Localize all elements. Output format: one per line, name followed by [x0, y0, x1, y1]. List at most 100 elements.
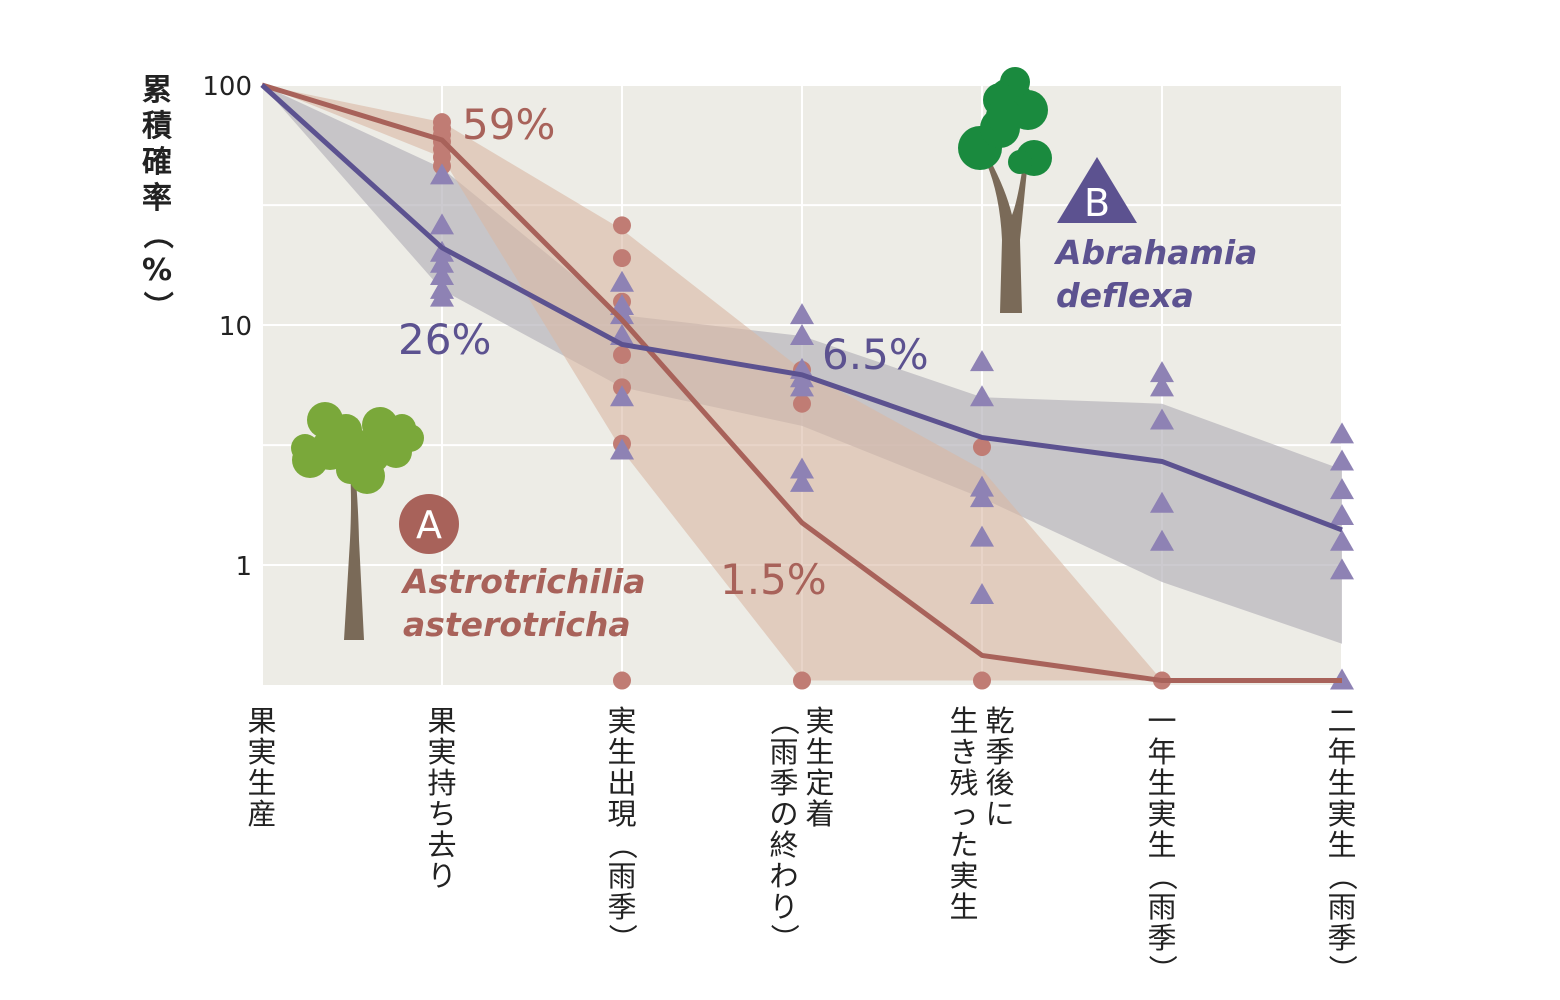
point-species-a [793, 671, 811, 690]
point-species-b [1330, 558, 1354, 580]
stage-label-char: 二 [1327, 704, 1356, 738]
annotation-59: 59% [462, 100, 555, 149]
stage-label-char: 去 [427, 828, 456, 862]
point-species-b [1150, 361, 1174, 383]
stage-label-char: ） [1145, 954, 1179, 983]
tree-b-foliage [986, 98, 1022, 134]
point-species-b [430, 213, 454, 235]
x-stage-labels: 果実生産果実持ち去り実生出現（雨季）実生定着（雨季の終わり）乾季後に生き残った実… [247, 704, 1359, 984]
stage-label-char: り [769, 890, 798, 924]
stage-label-char: 果 [247, 704, 276, 738]
point-species-b [1150, 408, 1174, 430]
point-species-b [1330, 422, 1354, 444]
stage-label-char: 乾 [985, 704, 1014, 738]
point-species-b [430, 251, 454, 273]
stage-label-char: り [427, 859, 456, 893]
species-a-name-line1: Astrotrichilia [400, 562, 646, 601]
species-a-badge: A [399, 494, 459, 554]
tree-a-foliage [291, 434, 319, 462]
point-species-a [973, 438, 991, 457]
line-species-a [261, 82, 1342, 684]
tree-icon-b [958, 67, 1052, 313]
stage-label-char: わ [769, 859, 798, 893]
stage-label-char: ） [605, 923, 639, 952]
species-a-name-line2: asterotricha [403, 605, 631, 644]
stage-label-char: 持 [427, 766, 456, 800]
y-axis-label-char: % [142, 253, 172, 288]
stage-label-char: 年 [1147, 735, 1176, 769]
point-species-b [1330, 529, 1354, 551]
point-species-b [610, 270, 634, 292]
stage-label-char: ） [1325, 954, 1359, 983]
stage-label-char: 実 [1147, 797, 1176, 831]
stage-label-char: 季 [769, 766, 798, 800]
point-species-b [970, 385, 994, 407]
stage-label-char: 後 [985, 766, 1014, 800]
tree-b-foliage [1008, 150, 1032, 174]
stage-label-char: 生 [949, 890, 978, 924]
tree-a-foliage [336, 456, 364, 484]
point-species-b [1330, 478, 1354, 500]
point-species-b [1330, 449, 1354, 471]
point-species-b [790, 375, 814, 397]
y-axis-label-char: 積 [142, 109, 172, 144]
y-tick-label-10: 10 [219, 312, 252, 342]
point-species-a [793, 394, 811, 413]
species-b-badge: B [1057, 157, 1137, 225]
stage-label-char: （ [605, 830, 639, 859]
point-species-b [1150, 529, 1174, 551]
stage-label-char: の [769, 797, 798, 831]
point-species-b [430, 285, 454, 307]
y-axis-label-char: ） [139, 291, 174, 321]
point-species-a [613, 216, 631, 235]
stage-label-char: 雨 [1327, 890, 1356, 924]
point-species-a [613, 345, 631, 364]
point-species-a [973, 671, 991, 690]
point-species-b [790, 303, 814, 325]
point-species-b [1150, 375, 1174, 397]
point-species-b [1330, 504, 1354, 526]
point-species-b [610, 303, 634, 325]
stage-label-char: 終 [769, 828, 798, 862]
y-axis-label-char: 率 [142, 181, 172, 216]
stage-label-char: 着 [805, 797, 834, 831]
tree-a-foliage [362, 407, 398, 443]
stage-label-char: ） [767, 923, 801, 952]
stage-label-char: に [985, 797, 1014, 831]
stage-label-char: （ [767, 706, 801, 735]
point-species-b [430, 163, 454, 185]
stage-label-char: 生 [949, 704, 978, 738]
stage-label-char: 生 [805, 735, 834, 769]
stage-label-char: 実 [607, 704, 636, 738]
species-b-letter: B [1084, 181, 1110, 225]
stage-label-char: 生 [1327, 766, 1356, 800]
stage-label-char: 定 [805, 766, 834, 800]
stage-label-char: 季 [1147, 921, 1176, 955]
stage-label-char: 出 [607, 766, 636, 800]
stage-label-char: 果 [427, 704, 456, 738]
stage-label-char: 実 [805, 704, 834, 738]
stage-label-char: 雨 [769, 735, 798, 769]
point-species-b [430, 264, 454, 286]
stage-label-char: 季 [1327, 921, 1356, 955]
y-axis-label-char: 確 [142, 145, 172, 180]
y-tick-labels: 100 10 1 [202, 72, 252, 582]
stage-label-char: 生 [1147, 766, 1176, 800]
point-species-b [610, 385, 634, 407]
annotation-26: 26% [398, 315, 491, 364]
stage-label-char: 実 [949, 859, 978, 893]
y-tick-label-1: 1 [235, 552, 252, 582]
point-species-b [970, 582, 994, 604]
point-species-a [613, 249, 631, 268]
stage-label-char: 雨 [1147, 890, 1176, 924]
y-tick-label-100: 100 [202, 72, 252, 102]
stage-label-char: ち [427, 797, 456, 831]
point-species-b [790, 457, 814, 479]
point-species-b [790, 470, 814, 492]
y-axis-label-char: （ [139, 219, 174, 249]
line-species-b [260, 83, 1343, 533]
point-species-b [970, 525, 994, 547]
stage-label-char: （ [1325, 861, 1359, 890]
